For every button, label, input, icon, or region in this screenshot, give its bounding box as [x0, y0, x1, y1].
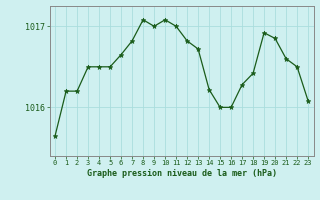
X-axis label: Graphe pression niveau de la mer (hPa): Graphe pression niveau de la mer (hPa) [87, 169, 276, 178]
